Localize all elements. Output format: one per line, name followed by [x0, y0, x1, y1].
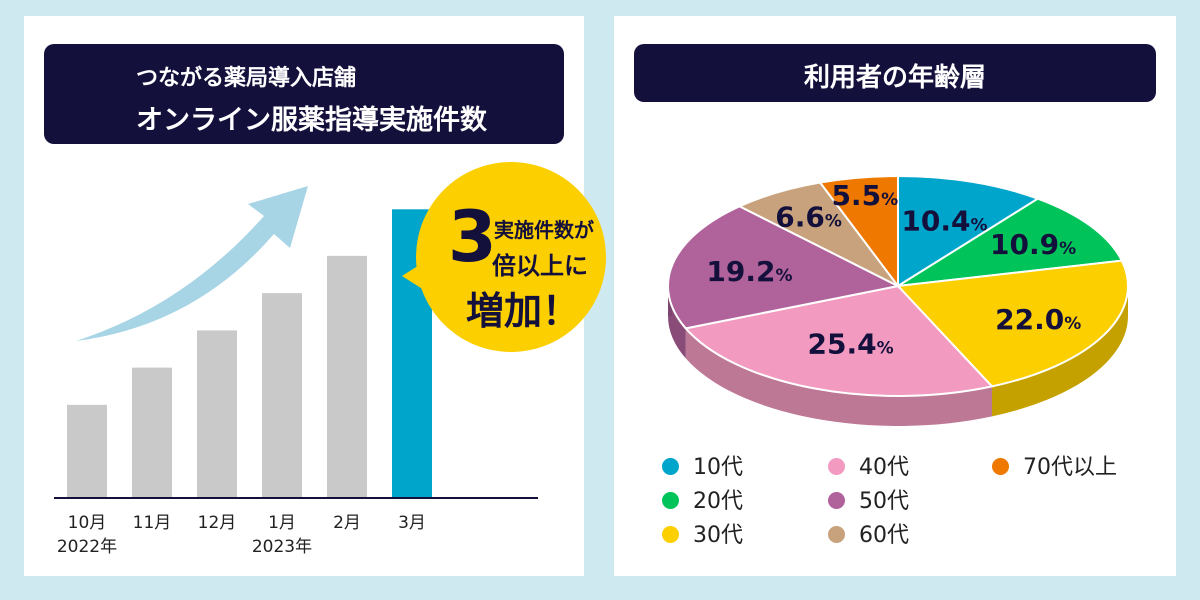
- legend-label: 70代以上: [1023, 455, 1117, 480]
- pie-value-label-2: 22.0%: [995, 303, 1081, 336]
- legend-label: 30代: [693, 523, 743, 548]
- pie-chart-panel: 10.4% 10.9% 22.0% 25.4% 19.2% 6.6% 5.5% 利用者の年齢…: [614, 16, 1176, 576]
- x-tick-label: 11月: [133, 513, 172, 533]
- pie-slice-1: [897, 197, 1124, 287]
- legend-label: 10代: [693, 455, 743, 480]
- x-tick-label: 12月: [198, 513, 237, 533]
- bar-4: [327, 255, 367, 498]
- legend-item-0: 10代: [662, 455, 743, 481]
- legend-label: 60代: [859, 523, 909, 548]
- callout-number: 3: [448, 196, 497, 278]
- legend-label: 20代: [693, 489, 743, 514]
- pie-slice-0: [897, 174, 1041, 288]
- callout-line3: 増加！: [466, 289, 581, 333]
- growth-arrow-icon: [76, 186, 308, 341]
- bar-chart-header: つながる薬局導入店舗 オンライン服薬指導実施件数: [44, 44, 564, 144]
- pie-side-4: [668, 286, 686, 359]
- pie-slice-2: [895, 259, 1129, 388]
- bar-chart-title-line1: つながる薬局導入店舗: [136, 66, 357, 91]
- pie-value-label-6: 5.5%: [831, 179, 898, 212]
- legend-swatch: [662, 491, 679, 509]
- x-tick-label: 2月: [333, 513, 361, 533]
- legend-item-6: 70代以上: [992, 455, 1117, 481]
- x-tick-label: 1月: [268, 513, 296, 533]
- pie-slice-4: [667, 205, 902, 330]
- pie-value-label-3: 25.4%: [808, 327, 894, 360]
- legend-swatch: [662, 525, 679, 543]
- x-tick-label: 10月: [68, 513, 107, 533]
- pie-value-label-1: 10.9%: [990, 228, 1076, 261]
- pie-chart-title: 利用者の年齢層: [803, 63, 986, 93]
- bar-1: [132, 367, 172, 498]
- legend-swatch: [828, 491, 845, 509]
- pie-value-label-0: 10.4%: [901, 204, 987, 237]
- pie-slice-6: [818, 174, 899, 289]
- x-tick-sublabel: 2023年: [252, 537, 312, 557]
- bar-3: [262, 293, 302, 498]
- legend-item-4: 50代: [828, 489, 909, 515]
- legend-item-2: 30代: [662, 523, 743, 549]
- legend-label: 50代: [859, 489, 909, 514]
- pie-chart: 10.4%10.9% 22.0% 25.4% 19.2% 6.6%5.5%: [667, 174, 1129, 426]
- pie-value-label-4: 19.2%: [706, 255, 792, 288]
- callout-line2: 倍以上に: [492, 252, 588, 280]
- legend-label: 40代: [859, 455, 909, 480]
- bar-0: [67, 404, 107, 498]
- pie-value-label-5: 6.6%: [775, 201, 842, 234]
- legend-item-1: 20代: [662, 489, 743, 515]
- increase-callout-badge: 3 実施件数が 倍以上に 増加！: [402, 162, 606, 352]
- pie-side-3: [685, 328, 992, 426]
- x-tick-label: 3月: [398, 513, 426, 533]
- legend-swatch: [828, 457, 845, 475]
- legend-swatch: [828, 525, 845, 543]
- legend-item-3: 40代: [828, 455, 909, 481]
- callout-tail: [402, 262, 424, 290]
- pie-side-2: [991, 286, 1128, 417]
- legend-swatch: [662, 457, 679, 475]
- bar-chart: 10月 2022年 11月 12月 1月 2023年 2月 3月: [54, 186, 538, 557]
- legend-item-5: 60代: [828, 523, 909, 549]
- legend-swatch: [992, 457, 1009, 475]
- pie-chart-header: 利用者の年齢層: [634, 44, 1156, 102]
- x-tick-sublabel: 2022年: [57, 537, 117, 557]
- bar-2: [197, 330, 237, 498]
- bar-chart-title-line2: オンライン服薬指導実施件数: [136, 105, 487, 136]
- callout-line1: 実施件数が: [494, 218, 594, 242]
- pie-top: [667, 174, 1129, 397]
